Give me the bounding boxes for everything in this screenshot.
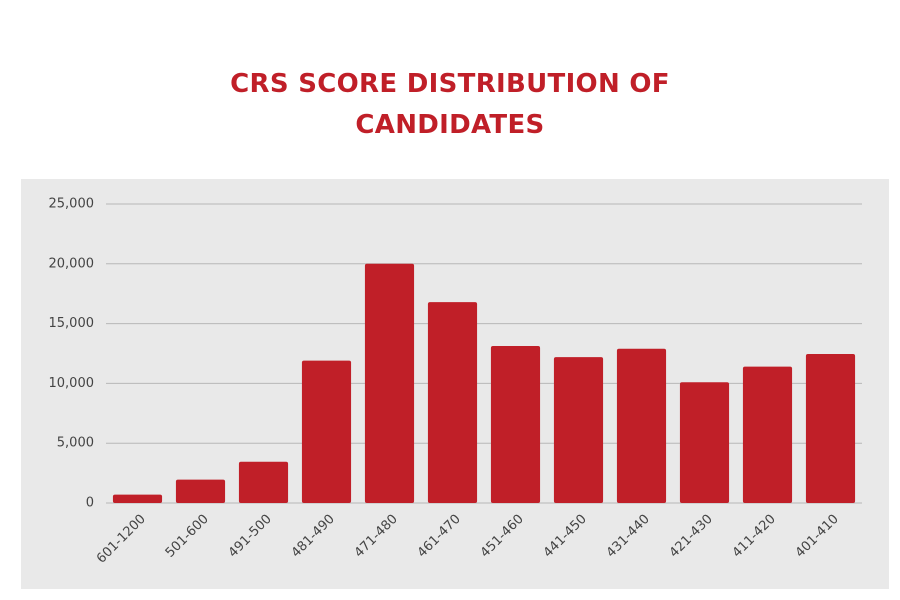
- y-tick-label: 15,000: [49, 316, 95, 331]
- chart-title: CRS SCORE DISTRIBUTION OF CANDIDATES: [230, 69, 670, 140]
- bar: [238, 461, 289, 503]
- y-tick-label: 10,000: [49, 376, 95, 391]
- bar: [427, 302, 478, 503]
- bar: [553, 357, 604, 503]
- bar: [679, 382, 730, 503]
- bar: [490, 345, 541, 503]
- bar: [301, 360, 352, 503]
- y-tick-label: 5,000: [57, 436, 94, 451]
- bar: [112, 494, 163, 503]
- bar: [616, 348, 667, 503]
- y-tick-label: 25,000: [49, 197, 95, 212]
- bar: [364, 263, 415, 503]
- bar: [742, 366, 793, 503]
- y-tick-label: 20,000: [49, 256, 95, 271]
- y-tick-label: 0: [86, 496, 94, 511]
- bar: [175, 479, 226, 503]
- bar: [805, 353, 856, 503]
